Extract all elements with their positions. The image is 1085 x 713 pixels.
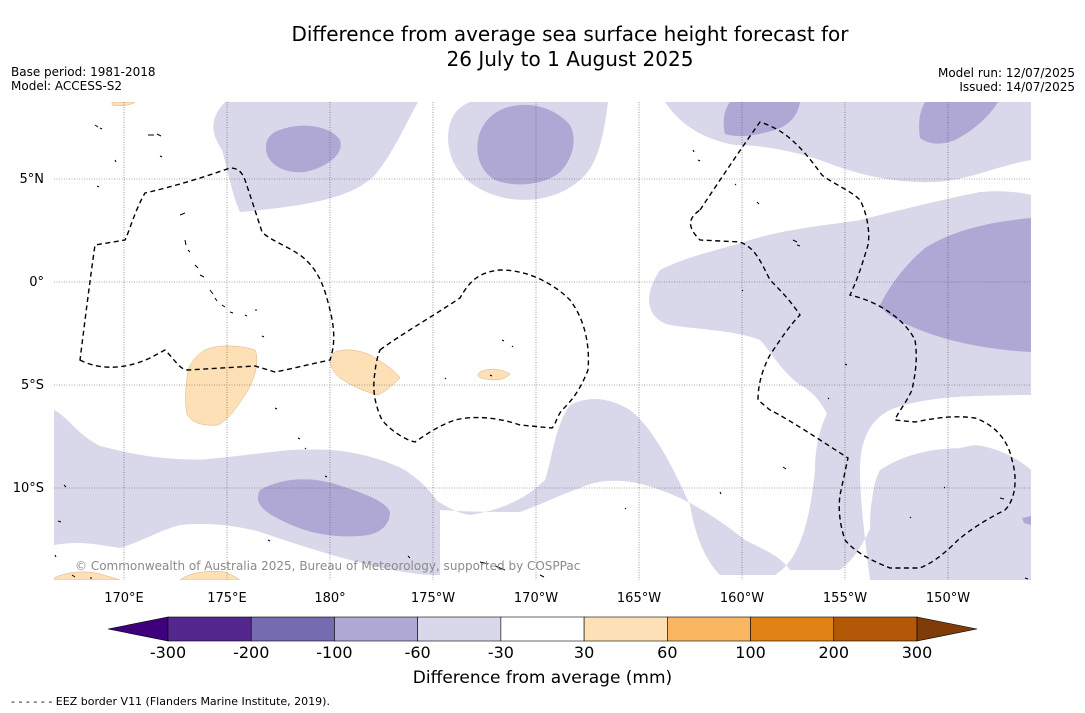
colorbar-box-8 xyxy=(833,616,918,642)
meta-left: Base period: 1981-2018 Model: ACCESS-S2 xyxy=(11,65,156,93)
positive-region-small xyxy=(477,369,511,381)
colorbar-box-2 xyxy=(334,616,418,642)
island-group-southwest xyxy=(54,484,545,579)
lon-label-155w: 155°W xyxy=(823,591,867,606)
lon-label-170e: 170°E xyxy=(104,591,144,606)
colorbar-tick-2: -100 xyxy=(316,643,352,662)
colorbar-box-5 xyxy=(583,616,668,642)
eez-borders xyxy=(79,121,1016,569)
region-southeast-lobe xyxy=(870,448,1031,580)
map-area: © Commonwealth of Australia 2025, Bureau… xyxy=(54,102,1031,580)
model-text: Model: ACCESS-S2 xyxy=(11,79,123,93)
colorbar-tick-7: 100 xyxy=(735,643,766,662)
colorbar-box-0 xyxy=(167,616,252,642)
colorbar-box-7 xyxy=(750,616,835,642)
colorbar-boxes xyxy=(167,616,918,642)
lat-label-5n: 5°N xyxy=(20,172,45,187)
island-group-north xyxy=(94,124,265,338)
lon-label-175e: 175°E xyxy=(207,591,247,606)
colorbar-tick-5: 30 xyxy=(574,643,594,662)
colorbar-box-4 xyxy=(500,616,585,642)
colorbar-label: Difference from average (mm) xyxy=(412,668,673,688)
positive-anomaly-regions xyxy=(54,102,511,580)
map-gridlines xyxy=(54,102,1031,580)
model-run-text: Model run: 12/07/2025 xyxy=(937,66,1075,80)
colorbar-tick-3: -60 xyxy=(405,643,431,662)
lon-label-170w: 170°W xyxy=(514,591,558,606)
island-group-central xyxy=(267,339,514,559)
lat-label-0: 0° xyxy=(29,275,44,290)
title-line-1: Difference from average sea surface heig… xyxy=(291,22,849,46)
latitude-labels: 5°N 0° 5°S 10°S xyxy=(13,172,44,496)
positive-region-central xyxy=(330,349,401,396)
longitude-labels: 170°E 175°E 180° 175°W 170°W 165°W 160°W… xyxy=(104,591,970,606)
colorbar-tick-4: -30 xyxy=(488,643,514,662)
lon-label-160w: 160°W xyxy=(720,591,764,606)
colorbar-tick-9: 300 xyxy=(902,643,933,662)
lon-label-175w: 175°W xyxy=(411,591,455,606)
colorbar-box-3 xyxy=(417,616,502,642)
core-northwest xyxy=(265,125,341,173)
colorbar-over-arrow xyxy=(916,616,978,642)
positive-region-top xyxy=(111,102,136,106)
meta-right: Model run: 12/07/2025 Issued: 14/07/2025 xyxy=(938,66,1075,94)
eez-legend-note: - - - - - - EEZ border V11 (Flanders Mar… xyxy=(11,695,330,708)
island-group-east xyxy=(624,149,1029,580)
core-north-central xyxy=(477,104,574,185)
map-title: Difference from average sea surface heig… xyxy=(0,22,1085,72)
lon-label-180: 180° xyxy=(314,591,345,606)
core-east xyxy=(880,218,1031,352)
positive-region-bottom-left xyxy=(54,571,121,580)
issued-text: Issued: 14/07/2025 xyxy=(959,80,1075,94)
positive-region-bottom xyxy=(179,571,241,580)
lon-label-165w: 165°W xyxy=(617,591,661,606)
core-southwest xyxy=(257,479,390,537)
colorbar-box-1 xyxy=(250,616,335,642)
title-line-2: 26 July to 1 August 2025 xyxy=(446,47,694,71)
island-coastlines xyxy=(54,124,1029,580)
eez-border-east xyxy=(689,121,1016,569)
colorbar-tick-0: -300 xyxy=(150,643,186,662)
colorbar: -300 -200 -100 -60 -30 30 60 100 200 300 xyxy=(107,616,978,662)
base-period-text: Base period: 1981-2018 xyxy=(11,65,156,79)
colorbar-tick-6: 60 xyxy=(657,643,677,662)
lat-label-10s: 10°S xyxy=(13,481,44,496)
core-north-east-a xyxy=(723,102,800,137)
copyright-text: © Commonwealth of Australia 2025, Bureau… xyxy=(75,559,580,573)
negative-anomaly-medium-regions xyxy=(257,102,1031,537)
colorbar-box-6 xyxy=(667,616,751,642)
lon-label-150w: 150°W xyxy=(926,591,970,606)
core-north-east-b xyxy=(919,102,998,144)
lat-label-5s: 5°S xyxy=(21,378,44,393)
core-southeast-edge xyxy=(1022,516,1031,525)
colorbar-under-arrow xyxy=(107,616,169,642)
colorbar-tick-1: -200 xyxy=(233,643,269,662)
colorbar-tick-8: 200 xyxy=(819,643,850,662)
colorbar-tick-labels: -300 -200 -100 -60 -30 30 60 100 200 300 xyxy=(150,643,932,662)
